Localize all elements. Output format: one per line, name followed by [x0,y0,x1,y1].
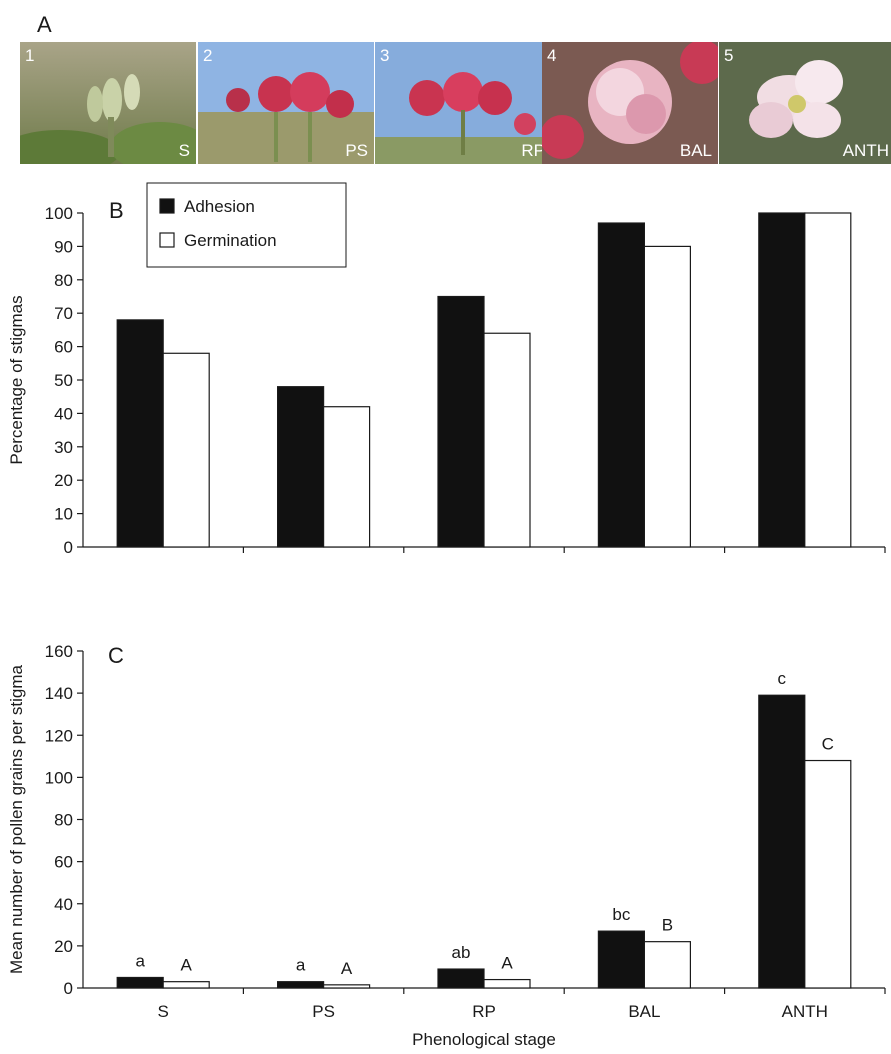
y-tick-label: 40 [54,404,73,423]
photo-stage-3: 3 RP [375,42,551,164]
bar-adhesion-anth [758,212,806,548]
bar-adhesion-ps [277,981,325,989]
panel-letter: C [108,643,124,668]
y-tick-label: 160 [45,642,73,661]
significance-label: B [662,916,673,935]
legend-swatch [159,198,175,214]
bar-germination-s [162,981,210,989]
x-axis-label: Phenological stage [412,1030,556,1049]
photo-stage-5: 5 ANTH [719,42,891,164]
bar-germination-rp [483,978,531,989]
open-flower-image [719,42,891,164]
bar-germination-ps [323,406,371,548]
y-tick-label: 20 [54,471,73,490]
x-tick-label: RP [472,1002,496,1021]
significance-label: a [135,951,145,970]
y-tick-label: 60 [54,853,73,872]
bar-germination-anth [804,759,852,989]
balloon-flower-image [542,42,718,164]
chart-b-adhesion-germination-percent: B 0 10 20 30 40 50 60 70 80 90 100 Percentage of sti… [7,182,886,557]
bar-adhesion-anth [758,694,806,989]
bar-germination-ps [323,984,371,989]
photo-stage-label: PS [345,141,368,160]
x-tick-label: BAL [628,1002,660,1021]
y-tick-label: 70 [54,304,73,323]
y-tick-label: 30 [54,438,73,457]
significance-label: A [181,956,193,975]
photo-stage-label: RP [521,141,545,160]
y-tick-label: 40 [54,895,73,914]
y-tick-label: 0 [64,538,73,557]
significance-label: A [501,954,513,973]
photo-stage-2: 2 PS [198,42,374,164]
bar-adhesion-s [116,319,164,548]
photo-stage-label: ANTH [842,141,889,160]
bar-adhesion-bal [597,930,646,989]
y-tick-label: 140 [45,684,73,703]
photo-number: 3 [380,46,390,65]
bar-germination-s [162,352,210,548]
y-tick-label: 100 [45,768,73,787]
photo-stage-label: BAL [679,141,712,160]
y-tick-label: 60 [54,338,73,357]
significance-label: a [296,956,306,975]
bar-adhesion-rp [437,968,485,989]
y-tick-label: 120 [45,726,73,745]
significance-label: c [778,669,787,688]
photo-stage-4: 4 BAL [542,42,718,164]
y-tick-label: 80 [54,811,73,830]
panel-letter: B [109,198,124,223]
x-tick-label: S [158,1002,169,1021]
legend: Adhesion Germination [146,182,347,268]
y-tick-label: 20 [54,937,73,956]
bar-germination-anth [804,212,852,548]
significance-label: A [341,959,353,978]
chart-c-mean-pollen-grains: C 0 20 40 60 80 100 120 140 160 a A Sa A PS ab A RP bc B BAL… [7,642,886,1049]
y-tick-label: 10 [54,505,73,524]
legend-label: Germination [184,231,277,250]
significance-label: C [822,735,834,754]
significance-label: ab [452,943,471,962]
panel-a-letter: A [37,12,52,37]
photo-stage-label: S [178,141,190,160]
bar-germination-rp [483,332,531,548]
red-bud-image [375,42,551,164]
y-tick-label: 50 [54,371,73,390]
bar-adhesion-s [116,976,164,989]
y-tick-label: 90 [54,237,73,256]
y-tick-label: 80 [54,271,73,290]
legend-box [146,182,347,268]
legend-label: Adhesion [184,197,255,216]
bar-adhesion-bal [597,222,646,548]
x-tick-label: PS [312,1002,335,1021]
pink-bud-cluster-image [198,42,374,164]
flower-bud-image [20,42,196,164]
bar-germination-bal [643,941,692,989]
bar-germination-bal [643,245,692,548]
y-axis-label: Mean number of pollen grains per stigma [7,664,26,974]
legend-swatch [159,232,175,248]
y-axis-label: Percentage of stigmas [7,295,26,464]
photo-number: 5 [724,46,734,65]
x-tick-label: ANTH [782,1002,828,1021]
photo-number: 2 [203,46,213,65]
y-tick-label: 100 [45,204,73,223]
significance-label: bc [612,905,630,924]
y-tick-label: 0 [64,979,73,998]
bar-adhesion-rp [437,295,485,548]
photo-number: 1 [25,46,35,65]
photo-stage-1: 1 S [20,42,196,164]
photo-number: 4 [547,46,557,65]
bar-adhesion-ps [277,386,325,548]
